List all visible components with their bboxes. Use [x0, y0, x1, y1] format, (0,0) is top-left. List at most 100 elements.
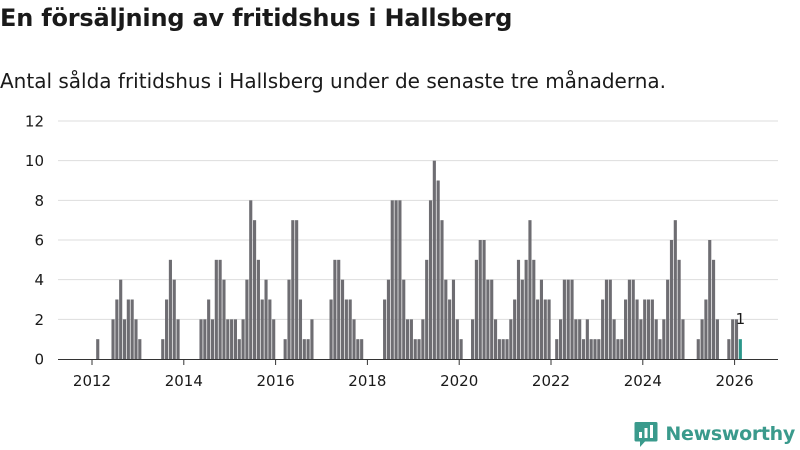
bar — [264, 279, 268, 359]
bar — [581, 339, 586, 359]
bar — [681, 319, 685, 359]
bar — [126, 299, 130, 359]
y-tick-label: 6 — [34, 232, 44, 250]
bar — [497, 339, 501, 359]
bar — [421, 319, 425, 359]
bar — [459, 339, 463, 359]
bar — [589, 339, 593, 359]
bar — [536, 299, 540, 359]
bar — [291, 220, 295, 359]
x-tick-label: 2020 — [440, 372, 478, 390]
bar — [562, 279, 566, 359]
bar — [448, 299, 452, 359]
bar — [256, 259, 260, 359]
bar — [222, 279, 226, 359]
bar — [520, 279, 524, 359]
bar — [130, 299, 134, 359]
bar — [444, 279, 448, 359]
bar — [210, 319, 215, 359]
bar — [138, 339, 142, 359]
bar — [203, 319, 207, 359]
bar — [677, 259, 681, 359]
bar — [268, 299, 272, 359]
bar — [96, 339, 100, 359]
bar — [543, 299, 547, 359]
bar — [119, 279, 123, 359]
bar — [604, 279, 609, 359]
bar — [451, 279, 456, 359]
bar — [528, 220, 532, 359]
bar — [253, 220, 257, 359]
x-tick-label: 2022 — [532, 372, 570, 390]
x-tick-label: 2026 — [716, 372, 754, 390]
bar — [539, 279, 544, 359]
bar — [639, 319, 643, 359]
x-tick-label: 2016 — [257, 372, 295, 390]
x-tick-label: 2018 — [348, 372, 386, 390]
bar — [111, 319, 115, 359]
bar — [432, 160, 436, 359]
bar — [207, 299, 211, 359]
bar — [509, 319, 513, 359]
bar — [283, 339, 287, 359]
bar — [493, 319, 498, 359]
bar — [398, 200, 402, 359]
bar — [650, 299, 654, 359]
x-axis: 2012 2014 2016 2018 2020 2022 2024 2026 — [58, 359, 778, 390]
bar — [233, 319, 237, 359]
bar — [712, 259, 716, 359]
bar — [329, 299, 333, 359]
bar — [696, 339, 700, 359]
bar — [731, 319, 735, 359]
bar — [490, 279, 494, 359]
bar — [578, 319, 582, 359]
chart-title: En försäljning av fritidshus i Hallsberg — [0, 4, 513, 32]
brand-name: Newsworthy — [665, 423, 795, 445]
bar — [440, 220, 444, 359]
bar — [704, 299, 708, 359]
bar — [406, 319, 410, 359]
bar — [455, 319, 459, 359]
bar — [612, 319, 616, 359]
bar — [654, 319, 658, 359]
bar — [593, 339, 597, 359]
y-tick-label: 12 — [25, 113, 44, 131]
bar — [214, 259, 218, 359]
bar — [597, 339, 601, 359]
bar — [333, 259, 337, 359]
bar — [249, 200, 253, 359]
bar — [394, 200, 398, 359]
bars — [96, 160, 742, 359]
chart-subtitle: Antal sålda fritidshus i Hallsberg under… — [0, 69, 667, 93]
bar — [356, 339, 360, 359]
bar — [601, 299, 605, 359]
bar — [237, 339, 241, 359]
bar — [624, 299, 628, 359]
bar — [425, 259, 429, 359]
bar — [574, 319, 578, 359]
bar — [669, 240, 674, 359]
bar — [616, 339, 620, 359]
x-tick-label: 2012 — [73, 372, 111, 390]
bar — [566, 279, 570, 359]
bar — [559, 319, 563, 359]
bar — [383, 299, 387, 359]
bar — [417, 339, 421, 359]
bar — [715, 319, 719, 359]
bar — [348, 299, 352, 359]
bar — [643, 299, 647, 359]
bar — [666, 279, 670, 359]
newsworthy-brand: Newsworthy — [634, 419, 795, 449]
bar — [482, 240, 486, 359]
bar — [295, 220, 299, 359]
bar — [386, 279, 391, 359]
bar — [409, 319, 413, 359]
bar — [165, 299, 169, 359]
bar — [474, 259, 478, 359]
x-tick-label: 2014 — [165, 372, 203, 390]
bar — [646, 299, 651, 359]
bar — [700, 319, 704, 359]
bar — [436, 180, 440, 359]
bar — [310, 319, 314, 359]
